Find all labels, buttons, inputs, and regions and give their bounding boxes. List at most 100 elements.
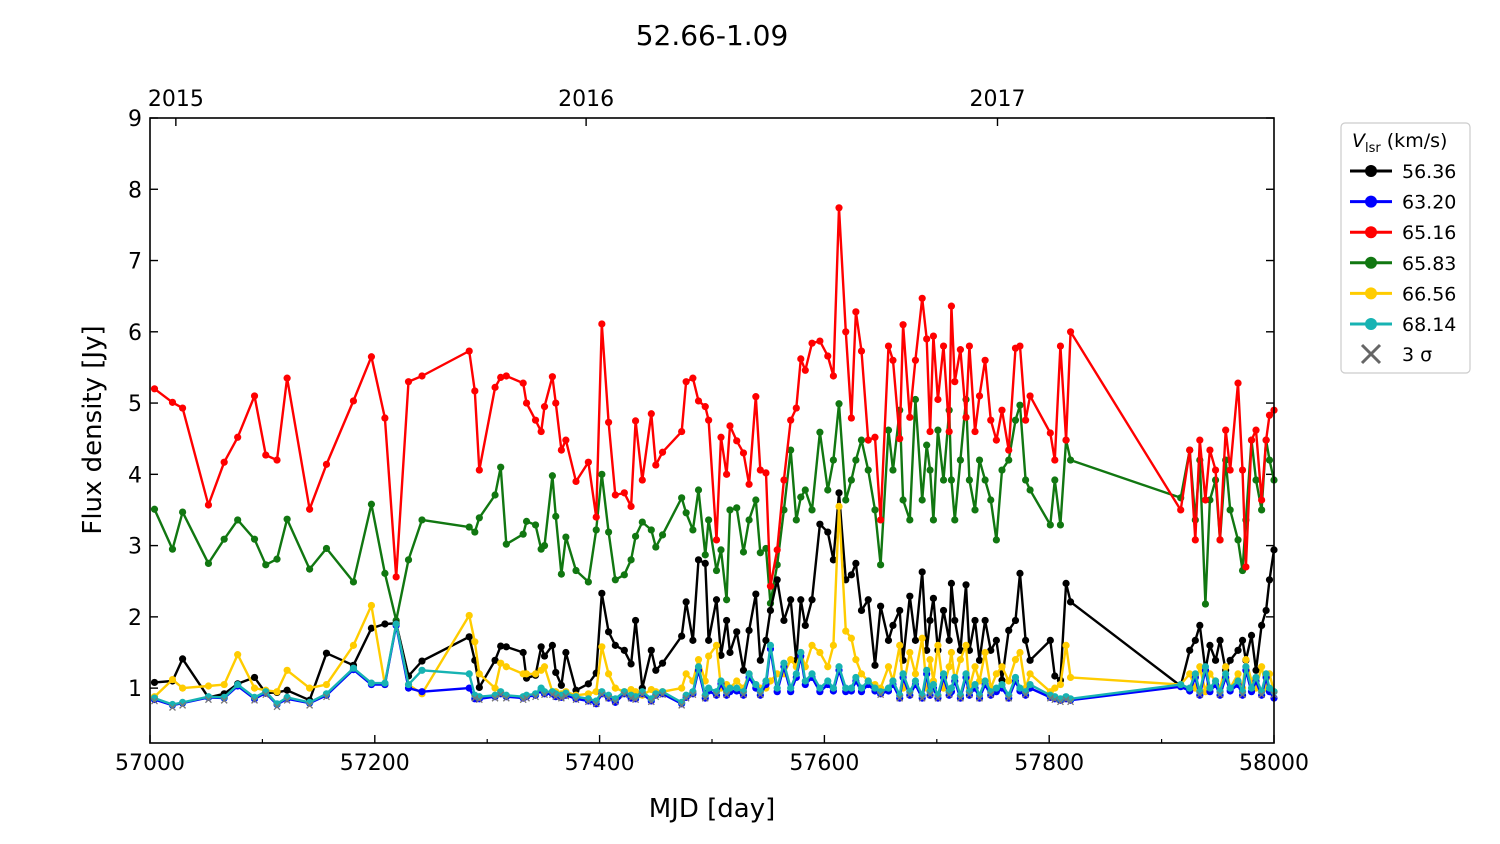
3-sigma-marker: [1005, 694, 1013, 702]
data-point: [981, 356, 989, 364]
3-sigma-marker: [592, 700, 600, 708]
legend-box: [1340, 122, 1471, 374]
legend-item-68.14: 68.14: [1350, 314, 1456, 336]
data-point: [816, 520, 824, 528]
data-point: [647, 410, 655, 418]
data-point: [322, 460, 331, 468]
data-point: [1051, 476, 1059, 484]
data-point: [756, 549, 764, 557]
data-point: [792, 670, 800, 678]
3-sigma-marker: [682, 694, 690, 702]
data-point: [705, 684, 713, 692]
data-point: [584, 680, 592, 688]
data-point: [889, 466, 897, 474]
data-point: [620, 646, 628, 654]
data-point: [987, 416, 995, 424]
data-point: [552, 399, 560, 407]
chart-title: 52.66-1.09: [636, 19, 789, 52]
data-point: [678, 632, 686, 640]
top-year-label: 2016: [558, 87, 614, 112]
data-point: [631, 417, 640, 425]
data-point: [1026, 670, 1034, 678]
data-point: [1258, 663, 1266, 671]
data-point: [283, 666, 291, 674]
data-point: [717, 677, 725, 685]
data-point: [752, 393, 760, 401]
data-point: [842, 684, 850, 692]
data-point: [992, 636, 1000, 644]
data-point: [847, 684, 855, 692]
data-point: [1201, 600, 1210, 608]
data-point: [773, 684, 781, 692]
data-point: [965, 342, 973, 350]
data-point: [923, 646, 931, 654]
data-point: [923, 666, 931, 674]
data-point: [540, 541, 549, 550]
data-point: [792, 404, 800, 412]
data-point: [884, 426, 893, 434]
data-point: [537, 643, 545, 651]
data-point: [847, 571, 855, 579]
data-point: [1258, 506, 1266, 514]
data-point: [562, 436, 570, 444]
data-point: [611, 641, 619, 649]
data-point: [1247, 631, 1256, 639]
data-point: [502, 643, 510, 651]
3-sigma-marker: [945, 691, 953, 699]
data-point: [899, 496, 907, 504]
data-point: [1011, 416, 1020, 424]
data-point: [1026, 656, 1034, 664]
data-point: [723, 596, 731, 604]
data-point: [381, 569, 389, 577]
data-point: [975, 456, 984, 464]
data-point: [1247, 436, 1256, 444]
data-point: [273, 555, 281, 563]
x-tick-label: 58000: [1239, 751, 1309, 776]
3-sigma-marker: [632, 696, 640, 704]
data-point: [992, 536, 1000, 544]
data-point: [381, 414, 389, 422]
data-point: [1005, 456, 1013, 464]
data-point: [726, 684, 734, 692]
data-point: [884, 636, 893, 644]
3-sigma-marker: [877, 691, 885, 699]
data-point: [951, 378, 959, 386]
legend-item-65.16: 65.16: [1350, 222, 1456, 244]
legend-marker-icon: [1365, 226, 1377, 239]
data-point: [889, 677, 897, 685]
legend-label: 63.20: [1402, 192, 1456, 214]
data-point: [283, 686, 291, 694]
data-point: [1011, 656, 1020, 664]
plot-series: [150, 204, 1278, 711]
data-point: [418, 516, 426, 524]
3-sigma-marker: [965, 691, 973, 699]
data-point: [418, 657, 426, 665]
data-point: [906, 648, 914, 657]
3-sigma-marker: [659, 691, 667, 699]
data-point: [1206, 641, 1214, 649]
data-point: [220, 680, 228, 689]
data-point: [418, 688, 426, 696]
3-sigma-marker: [906, 691, 914, 699]
data-point: [971, 427, 979, 436]
data-point: [322, 680, 331, 689]
3-sigma-marker: [532, 693, 539, 701]
data-point: [592, 688, 600, 696]
data-point: [552, 668, 560, 677]
data-point: [604, 670, 613, 678]
3-sigma-marker: [204, 696, 212, 704]
data-point: [491, 491, 499, 499]
data-point: [975, 656, 984, 664]
data-point: [756, 656, 764, 664]
data-point: [471, 528, 479, 536]
legend-item-65.83: 65.83: [1350, 253, 1456, 275]
y-tick-label: 7: [128, 250, 142, 275]
data-point: [712, 641, 721, 649]
data-point: [694, 397, 703, 405]
data-point: [956, 346, 965, 354]
3-sigma-marker: [723, 691, 731, 699]
data-point: [1238, 466, 1247, 474]
data-point: [178, 655, 187, 663]
data-point: [852, 559, 860, 568]
data-point: [829, 372, 837, 380]
